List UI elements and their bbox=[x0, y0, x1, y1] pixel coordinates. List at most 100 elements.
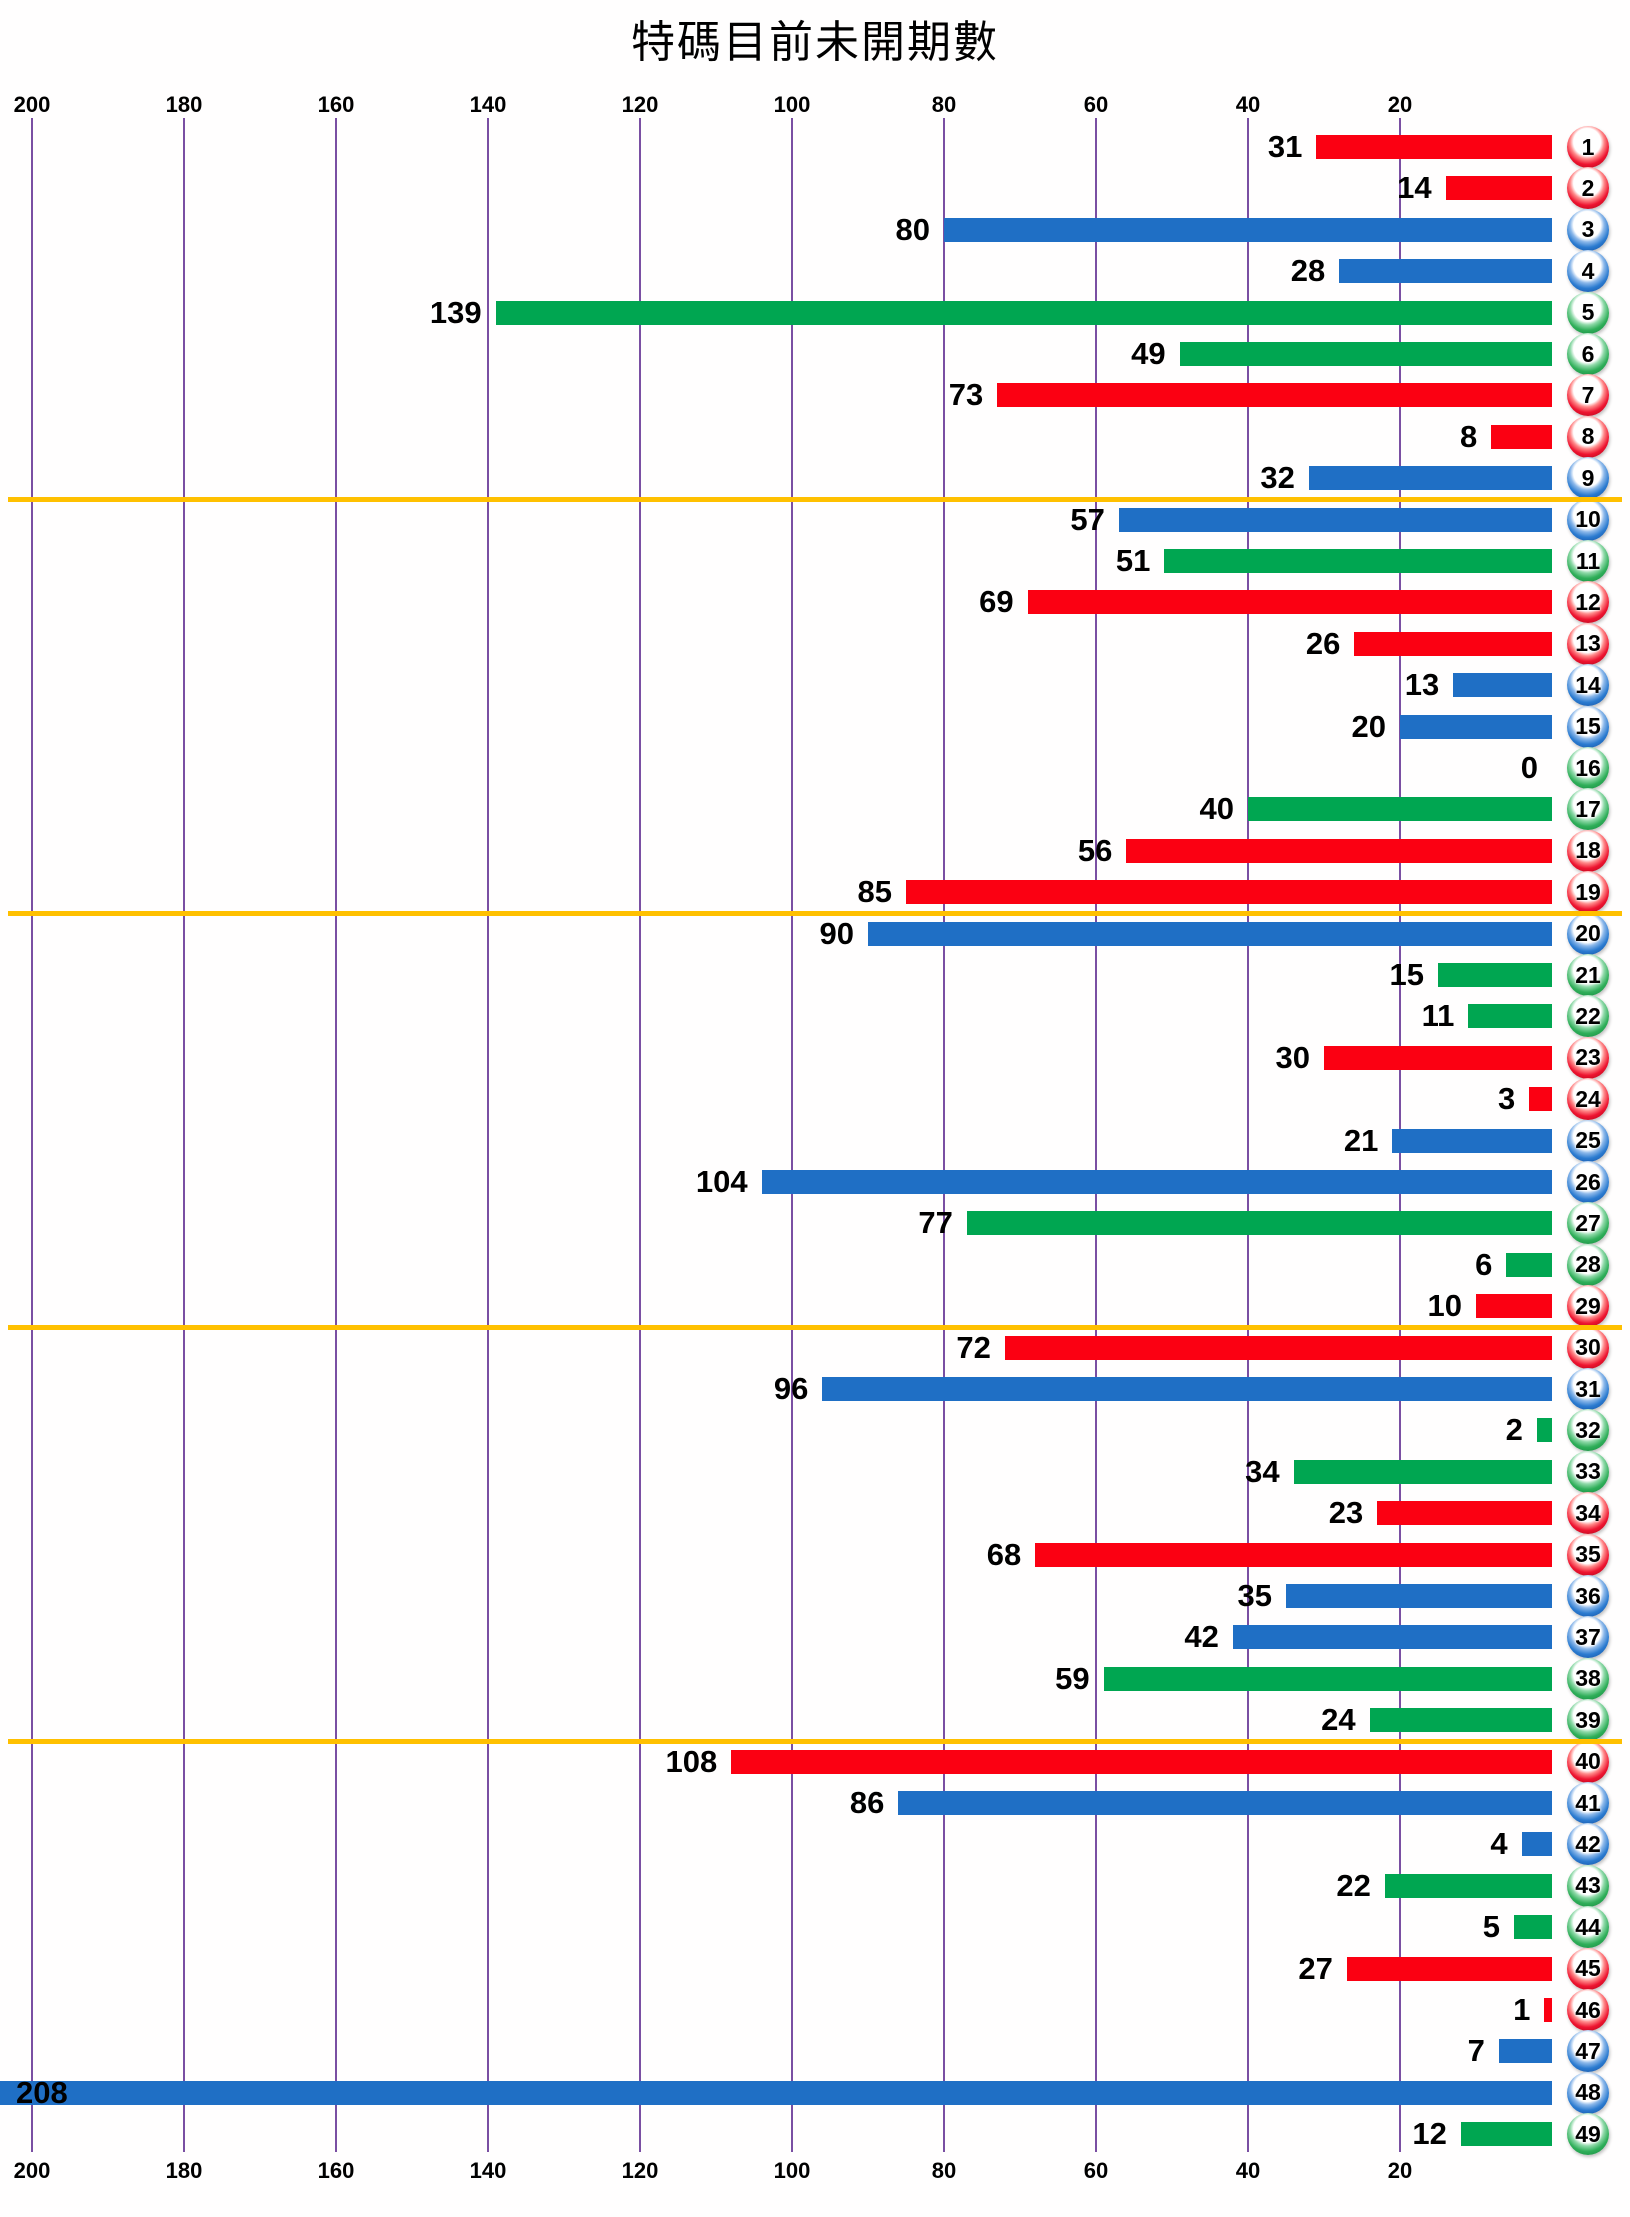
gridline-120 bbox=[639, 118, 641, 2152]
bar-47 bbox=[1498, 2039, 1552, 2064]
gridline-80 bbox=[943, 118, 945, 2152]
ball-19: 19 bbox=[1567, 871, 1609, 914]
bar-value-label: 15 bbox=[1389, 957, 1424, 992]
ball-13: 13 bbox=[1567, 622, 1609, 665]
bar-value-label: 208 bbox=[16, 2074, 68, 2110]
bar-value-label: 96 bbox=[773, 1371, 809, 1406]
ball-5: 5 bbox=[1567, 291, 1609, 334]
bar-value-label: 56 bbox=[1077, 832, 1113, 868]
bar-value-label: 10 bbox=[1427, 1288, 1462, 1324]
bar-value-label: 28 bbox=[1290, 253, 1326, 289]
ball-40: 40 bbox=[1567, 1740, 1609, 1783]
x-axis-top-tick: 60 bbox=[1083, 92, 1109, 117]
x-axis-bottom-tick: 120 bbox=[621, 2158, 659, 2183]
bar-value-label: 1 bbox=[1513, 1992, 1531, 2027]
bar-value-label: 13 bbox=[1404, 667, 1440, 703]
bar-value-label: 73 bbox=[948, 377, 984, 413]
bar-value-label: 22 bbox=[1336, 1867, 1371, 1903]
ball-25: 25 bbox=[1567, 1119, 1609, 1162]
x-axis-top-tick: 200 bbox=[13, 92, 51, 117]
bar-value-label: 104 bbox=[695, 1164, 748, 1199]
ball-11: 11 bbox=[1567, 540, 1609, 582]
ball-15: 15 bbox=[1567, 705, 1609, 748]
ball-42: 42 bbox=[1567, 1823, 1609, 1866]
ball-27: 27 bbox=[1567, 1202, 1609, 1245]
ball-49: 49 bbox=[1567, 2113, 1609, 2156]
bar-value-label: 72 bbox=[956, 1329, 991, 1365]
x-axis-top-tick: 140 bbox=[469, 92, 507, 117]
gridline-100 bbox=[791, 118, 793, 2152]
ball-22: 22 bbox=[1567, 995, 1609, 1038]
ball-20: 20 bbox=[1567, 912, 1609, 955]
bar-17 bbox=[1248, 797, 1552, 822]
bar-value-label: 108 bbox=[665, 1743, 718, 1779]
bar-value-label: 42 bbox=[1184, 1619, 1219, 1655]
x-axis-bottom-tick: 60 bbox=[1083, 2158, 1109, 2183]
ball-48: 48 bbox=[1567, 2071, 1609, 2114]
bar-value-label: 4 bbox=[1490, 1826, 1508, 1862]
bar-value-label: 20 bbox=[1351, 708, 1386, 744]
bar-value-label: 5 bbox=[1482, 1909, 1500, 1945]
ball-35: 35 bbox=[1567, 1533, 1609, 1576]
bar-value-label: 3 bbox=[1497, 1081, 1516, 1117]
bar-value-label: 23 bbox=[1328, 1495, 1364, 1531]
ball-29: 29 bbox=[1567, 1285, 1609, 1328]
bar-value-label: 2 bbox=[1505, 1412, 1523, 1448]
x-axis-bottom-tick: 80 bbox=[931, 2158, 957, 2183]
x-axis-top-tick: 40 bbox=[1235, 92, 1261, 117]
bar-23 bbox=[1324, 1045, 1552, 1070]
ball-31: 31 bbox=[1567, 1368, 1609, 1410]
bar-value-label: 85 bbox=[857, 874, 892, 910]
ball-47: 47 bbox=[1567, 2030, 1609, 2073]
gridline-140 bbox=[487, 118, 489, 2152]
ball-1: 1 bbox=[1567, 126, 1609, 168]
bar-38 bbox=[1103, 1666, 1552, 1691]
bar-18 bbox=[1126, 838, 1552, 863]
ball-24: 24 bbox=[1567, 1078, 1609, 1121]
bar-24 bbox=[1529, 1087, 1552, 1112]
ball-12: 12 bbox=[1567, 581, 1609, 624]
bar-12 bbox=[1027, 590, 1552, 615]
ball-46: 46 bbox=[1567, 1989, 1609, 2031]
bar-32 bbox=[1536, 1418, 1552, 1443]
bar-value-label: 0 bbox=[1520, 750, 1538, 785]
bar-43 bbox=[1384, 1873, 1552, 1898]
bar-value-label: 7 bbox=[1467, 2033, 1485, 2069]
bar-value-label: 8 bbox=[1459, 418, 1478, 454]
bar-value-label: 86 bbox=[849, 1785, 885, 1820]
bar-46 bbox=[1544, 1998, 1552, 2022]
x-axis-bottom-tick: 100 bbox=[773, 2158, 811, 2183]
gridline-60 bbox=[1095, 118, 1097, 2152]
decade-separator-after-29 bbox=[8, 1324, 1622, 1330]
x-axis-top-tick: 100 bbox=[773, 92, 811, 117]
ball-26: 26 bbox=[1567, 1161, 1609, 1203]
ball-3: 3 bbox=[1567, 208, 1609, 251]
bar-value-label: 69 bbox=[979, 584, 1014, 620]
bar-41 bbox=[898, 1791, 1552, 1815]
bar-27 bbox=[966, 1211, 1552, 1236]
bar-29 bbox=[1476, 1294, 1552, 1319]
x-axis-top-tick: 120 bbox=[621, 92, 659, 117]
bar-value-label: 57 bbox=[1070, 501, 1105, 537]
ball-33: 33 bbox=[1567, 1450, 1609, 1493]
gridline-40 bbox=[1247, 118, 1249, 2152]
decade-separator-after-9 bbox=[8, 496, 1622, 502]
bar-value-label: 14 bbox=[1397, 170, 1432, 206]
bar-21 bbox=[1438, 963, 1552, 987]
bar-value-label: 21 bbox=[1343, 1122, 1379, 1158]
ball-9: 9 bbox=[1567, 457, 1609, 500]
bar-10 bbox=[1118, 507, 1552, 532]
bar-44 bbox=[1514, 1915, 1552, 1940]
x-axis-top-tick: 20 bbox=[1387, 92, 1413, 117]
x-axis-bottom-tick: 160 bbox=[317, 2158, 355, 2183]
ball-38: 38 bbox=[1567, 1657, 1609, 1700]
ball-32: 32 bbox=[1567, 1409, 1609, 1452]
bar-25 bbox=[1392, 1128, 1552, 1153]
ball-14: 14 bbox=[1567, 664, 1609, 707]
x-axis-bottom-tick: 200 bbox=[13, 2158, 51, 2183]
bar-value-label: 77 bbox=[918, 1205, 953, 1241]
bar-26 bbox=[761, 1170, 1552, 1194]
decade-separator-after-19 bbox=[8, 910, 1622, 916]
bar-39 bbox=[1369, 1708, 1552, 1733]
ball-45: 45 bbox=[1567, 1947, 1609, 1990]
